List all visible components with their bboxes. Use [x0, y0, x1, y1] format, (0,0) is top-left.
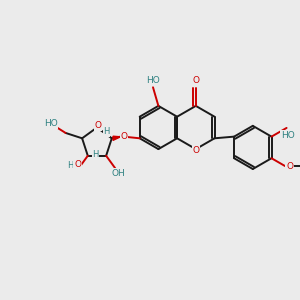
Text: OH: OH: [111, 169, 125, 178]
Text: HO: HO: [146, 76, 160, 85]
Text: HO: HO: [281, 131, 295, 140]
Text: O: O: [286, 161, 293, 170]
Text: HO: HO: [44, 119, 57, 128]
Text: O: O: [95, 121, 102, 130]
Text: O: O: [74, 160, 81, 169]
Text: H: H: [67, 161, 74, 170]
Polygon shape: [113, 136, 121, 140]
Text: H: H: [103, 127, 110, 136]
Text: O: O: [192, 146, 199, 155]
Text: O: O: [192, 76, 199, 85]
Text: O: O: [120, 132, 127, 141]
Text: H: H: [92, 150, 99, 159]
